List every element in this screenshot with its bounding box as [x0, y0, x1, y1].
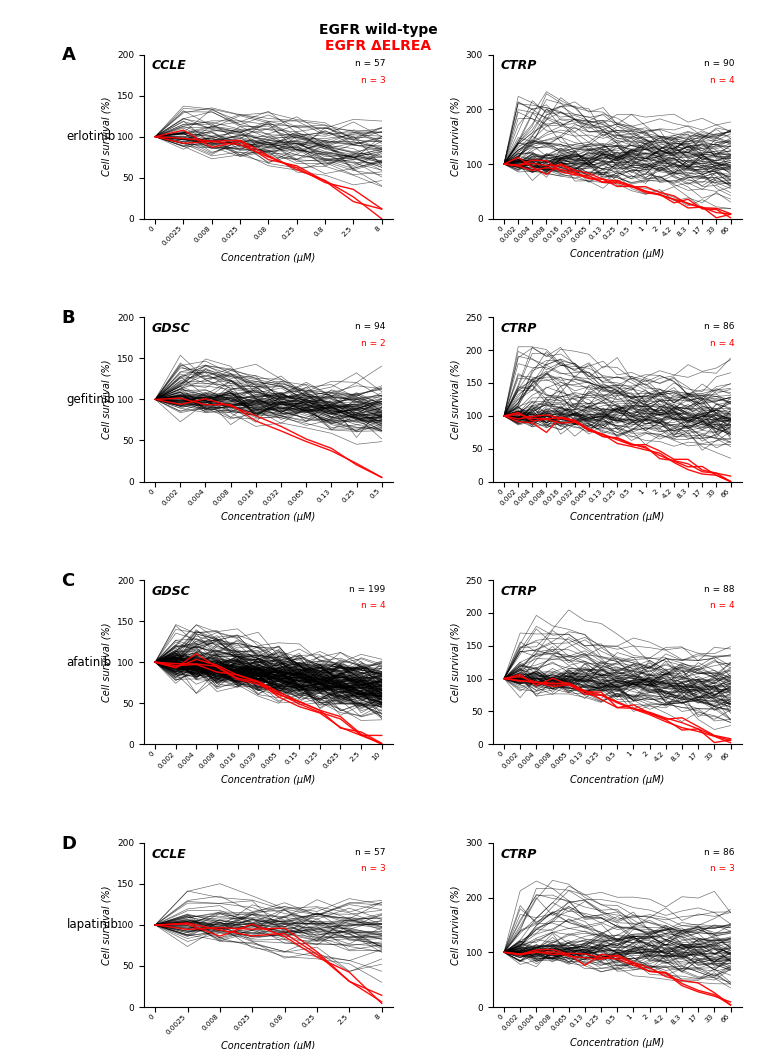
Text: GDSC: GDSC	[151, 322, 190, 336]
Text: CCLE: CCLE	[151, 60, 186, 72]
Text: n = 4: n = 4	[710, 76, 734, 85]
Text: n = 2: n = 2	[361, 339, 385, 347]
Text: EGFR ΔELREA: EGFR ΔELREA	[326, 39, 431, 52]
Text: CTRP: CTRP	[500, 60, 537, 72]
Text: n = 3: n = 3	[361, 864, 385, 873]
Text: CTRP: CTRP	[500, 322, 537, 336]
Text: GDSC: GDSC	[151, 585, 190, 598]
Text: D: D	[61, 835, 76, 853]
Text: n = 57: n = 57	[355, 848, 385, 857]
Y-axis label: Cell survival (%): Cell survival (%)	[101, 360, 111, 440]
Text: lapatinib: lapatinib	[67, 919, 118, 932]
Text: n = 3: n = 3	[709, 864, 734, 873]
Text: n = 3: n = 3	[361, 76, 385, 85]
Text: n = 4: n = 4	[710, 339, 734, 347]
Text: gefitinib: gefitinib	[67, 393, 115, 406]
Y-axis label: Cell survival (%): Cell survival (%)	[450, 97, 460, 176]
X-axis label: Concentration (μM): Concentration (μM)	[570, 775, 665, 785]
X-axis label: Concentration (μM): Concentration (μM)	[221, 512, 316, 522]
Text: B: B	[61, 309, 75, 327]
X-axis label: Concentration (μM): Concentration (μM)	[221, 253, 316, 262]
Y-axis label: Cell survival (%): Cell survival (%)	[101, 622, 111, 702]
X-axis label: Concentration (μM): Concentration (μM)	[570, 512, 665, 522]
Text: n = 90: n = 90	[704, 60, 734, 68]
Text: n = 88: n = 88	[704, 585, 734, 594]
X-axis label: Concentration (μM): Concentration (μM)	[570, 1037, 665, 1048]
Text: n = 199: n = 199	[349, 585, 385, 594]
Y-axis label: Cell survival (%): Cell survival (%)	[450, 885, 460, 965]
Text: n = 4: n = 4	[710, 601, 734, 611]
Text: erlotinib: erlotinib	[67, 130, 116, 143]
Text: C: C	[61, 572, 75, 590]
Text: n = 86: n = 86	[704, 848, 734, 857]
Text: afatinib: afatinib	[67, 656, 112, 668]
Text: A: A	[61, 46, 76, 64]
Y-axis label: Cell survival (%): Cell survival (%)	[101, 885, 111, 965]
Text: CCLE: CCLE	[151, 848, 186, 861]
Y-axis label: Cell survival (%): Cell survival (%)	[450, 622, 460, 702]
Y-axis label: Cell survival (%): Cell survival (%)	[450, 360, 460, 440]
X-axis label: Concentration (μM): Concentration (μM)	[221, 775, 316, 785]
Text: n = 4: n = 4	[361, 601, 385, 611]
Y-axis label: Cell survival (%): Cell survival (%)	[101, 97, 111, 176]
X-axis label: Concentration (μM): Concentration (μM)	[221, 1041, 316, 1049]
Text: CTRP: CTRP	[500, 585, 537, 598]
Text: CTRP: CTRP	[500, 848, 537, 861]
Text: n = 86: n = 86	[704, 322, 734, 331]
X-axis label: Concentration (μM): Concentration (μM)	[570, 250, 665, 259]
Text: n = 94: n = 94	[355, 322, 385, 331]
Text: EGFR wild-type: EGFR wild-type	[319, 23, 438, 37]
Text: n = 57: n = 57	[355, 60, 385, 68]
